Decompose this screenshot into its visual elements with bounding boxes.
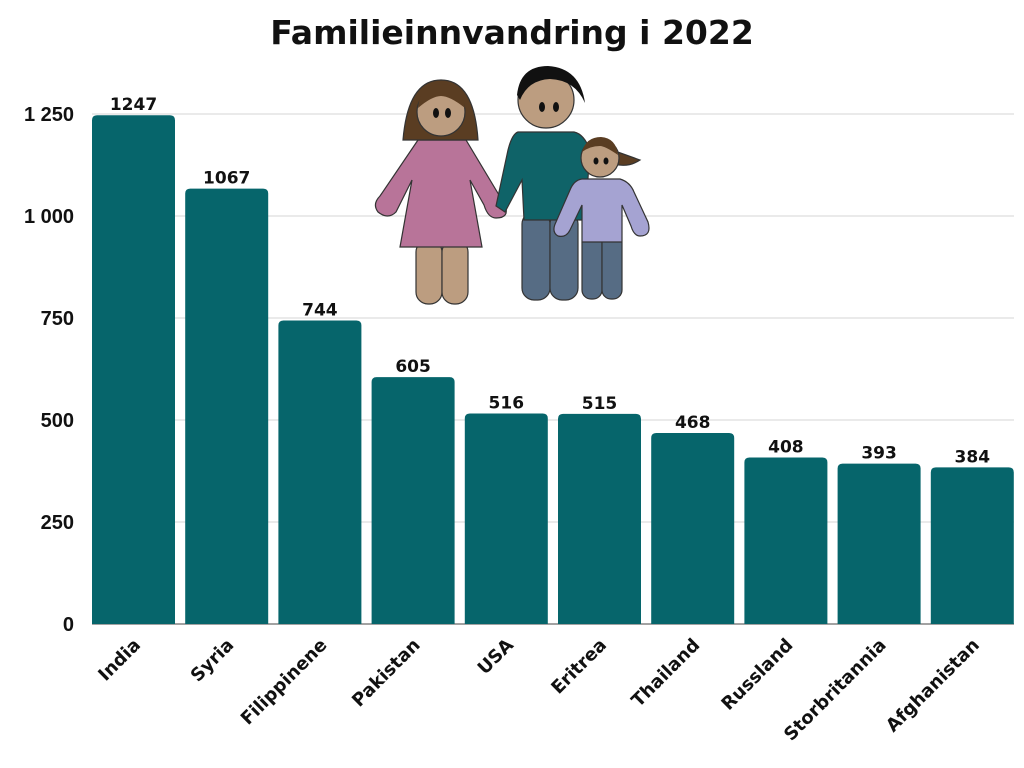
y-tick-label: 250 [41, 512, 74, 534]
family-icon [374, 66, 650, 305]
bar [278, 320, 362, 624]
data-label: 1247 [110, 95, 157, 115]
bar [744, 457, 828, 624]
data-label: 1067 [203, 169, 250, 189]
bar [651, 433, 735, 624]
x-tick-label: Afghanistan [882, 635, 984, 737]
bar [930, 467, 1014, 624]
y-tick-label: 0 [63, 614, 74, 636]
data-label: 393 [861, 444, 897, 464]
bar [837, 463, 921, 624]
data-label: 384 [955, 447, 991, 467]
x-tick-label: Thailand [628, 635, 705, 712]
data-label: 605 [395, 357, 431, 377]
data-label: 408 [768, 438, 804, 458]
bar [185, 188, 269, 624]
data-label: 744 [302, 300, 338, 320]
chart-title: Familieinnvandring i 2022 [270, 13, 754, 52]
x-tick-label: Filippinene [237, 635, 332, 730]
bar [464, 413, 548, 624]
bars [92, 115, 1014, 624]
x-tick-label: Pakistan [348, 635, 425, 712]
x-tick-label: USA [474, 635, 518, 679]
x-tick-label: Storbritannia [780, 635, 891, 746]
data-label: 515 [582, 394, 618, 414]
x-tick-label: India [94, 635, 145, 686]
x-tick-label: Syria [187, 635, 239, 687]
data-label: 516 [489, 393, 525, 413]
bar [371, 377, 455, 624]
data-label: 468 [675, 413, 711, 433]
y-axis: 0 250 500 750 1 000 1 250 [24, 104, 74, 636]
data-labels: 1247 1067 744 605 516 515 468 408 393 384 [110, 95, 990, 467]
y-tick-label: 1 000 [24, 206, 74, 228]
x-tick-label: Russland [717, 635, 797, 715]
x-tick-label: Eritrea [547, 635, 611, 699]
y-tick-label: 1 250 [24, 104, 74, 126]
y-tick-label: 750 [41, 308, 74, 330]
y-tick-label: 500 [41, 410, 74, 432]
bar [558, 413, 641, 624]
bar [92, 115, 175, 624]
